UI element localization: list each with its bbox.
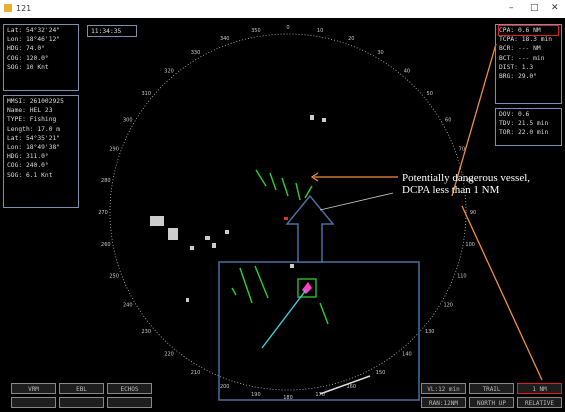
annotation-line: DCPA less than 1 NM: [402, 184, 530, 196]
button[interactable]: VL:12 min: [421, 383, 466, 394]
own-heading-line: [262, 290, 306, 348]
bearing-label: 260: [101, 242, 111, 248]
bearing-label: 240: [123, 303, 133, 309]
button[interactable]: [59, 397, 104, 408]
info-line: Name: HEL 23: [7, 106, 75, 115]
own-ship-panel: Lat: 54°32'24"Lon: 18°46'12"HDG: 74.0°CO…: [3, 24, 79, 91]
minimize[interactable]: –: [509, 3, 514, 13]
bearing-label: 60: [445, 118, 451, 124]
title-bar: 121 – □ ✕: [0, 0, 565, 18]
bearing-label: 90: [470, 210, 476, 216]
info-line: TCPA: 18.3 min: [499, 35, 558, 44]
close[interactable]: ✕: [551, 3, 559, 13]
info-line: COG: 120.0°: [7, 54, 75, 63]
annotation: Potentially dangerous vessel, DCPA less …: [402, 172, 530, 196]
bearing-label: 300: [123, 118, 133, 124]
bearing-label: 100: [465, 242, 475, 248]
bearing-label: 310: [142, 91, 152, 97]
radar-app: 121 – □ ✕ 010203040506070809010011012013…: [0, 0, 565, 412]
bearing-label: 150: [376, 370, 386, 376]
info-line: SOG: 6.1 Knt: [7, 171, 75, 180]
bearing-label: 270: [98, 210, 108, 216]
bearing-label: 320: [164, 68, 174, 74]
bearing-label: 210: [191, 370, 201, 376]
info-line: Lon: 18°46'12": [7, 35, 75, 44]
bearing-label: 130: [425, 329, 435, 335]
info-line: TOR: 22.0 min: [499, 128, 558, 137]
info-line: DOV: 0.6: [499, 110, 558, 119]
button[interactable]: ECHOS: [107, 383, 152, 394]
bearing-label: 20: [348, 36, 354, 42]
info-line: Lat: 54°35'21": [7, 134, 75, 143]
info-line: TDV: 21.5 min: [499, 119, 558, 128]
button[interactable]: RAN:12NM: [421, 397, 466, 408]
bearing-label: 220: [164, 352, 174, 358]
bearing-label: 330: [191, 50, 201, 56]
bearing-label: 190: [251, 392, 261, 398]
annotation-line: Potentially dangerous vessel,: [402, 172, 530, 184]
info-line: MMSI: 261002925: [7, 97, 75, 106]
bearing-label: 230: [142, 329, 152, 335]
ring-circle: [110, 34, 466, 390]
bearing-label: 290: [109, 147, 119, 153]
bearing-label: 340: [220, 36, 230, 42]
bearing-label: 280: [101, 178, 111, 184]
own-track: [320, 376, 370, 394]
button[interactable]: VRM: [11, 383, 56, 394]
button[interactable]: [107, 397, 152, 408]
bearing-label: 140: [402, 352, 412, 358]
info-line: Lat: 54°32'24": [7, 26, 75, 35]
bearing-label: 0: [286, 25, 289, 31]
zoom-inset: [219, 262, 419, 400]
app-icon: [4, 4, 12, 12]
bearing-label: 70: [459, 147, 465, 153]
bearing-label: 160: [347, 384, 357, 390]
info-line: BCT: --- min: [499, 54, 558, 63]
info-line: HDG: 74.0°: [7, 44, 75, 53]
clock: 11:34:35: [87, 25, 137, 37]
button[interactable]: EBL: [59, 383, 104, 394]
button[interactable]: [11, 397, 56, 408]
bearing-label: 200: [220, 384, 230, 390]
zoom-arrow: [287, 196, 333, 262]
info-line: HDG: 311.0°: [7, 152, 75, 161]
info-line: TYPE: Fishing: [7, 115, 75, 124]
callout-pointer: [320, 193, 393, 210]
button[interactable]: NORTH UP: [469, 397, 514, 408]
bearing-label: 50: [427, 91, 433, 97]
bearing-label: 350: [251, 28, 261, 34]
info-line: Length: 17.0 m: [7, 125, 75, 134]
info-line: BCR: --- NM: [499, 44, 558, 53]
info-line: COG: 240.0°: [7, 161, 75, 170]
bearing-label: 120: [443, 303, 453, 309]
window-title: 121: [16, 4, 31, 13]
bearing-label: 110: [457, 273, 467, 279]
info-line: BRG: 29.0°: [499, 72, 558, 81]
button[interactable]: TRAIL: [469, 383, 514, 394]
maximize[interactable]: □: [530, 3, 539, 13]
bearing-label: 10: [317, 28, 323, 34]
bearing-label: 30: [377, 50, 383, 56]
info-line: SOG: 10 Knt: [7, 63, 75, 72]
time: 11:34:35: [91, 27, 133, 36]
button[interactable]: RELATIVE: [517, 397, 562, 408]
info-line: Lon: 18°49'38": [7, 143, 75, 152]
own-ship: [284, 217, 288, 220]
button[interactable]: 1 NM: [517, 383, 562, 394]
info-line: CPA: 0.6 NM: [499, 26, 558, 35]
bearing-label: 250: [109, 273, 119, 279]
bearing-label: 40: [404, 68, 410, 74]
info-line: DIST: 1.3: [499, 63, 558, 72]
